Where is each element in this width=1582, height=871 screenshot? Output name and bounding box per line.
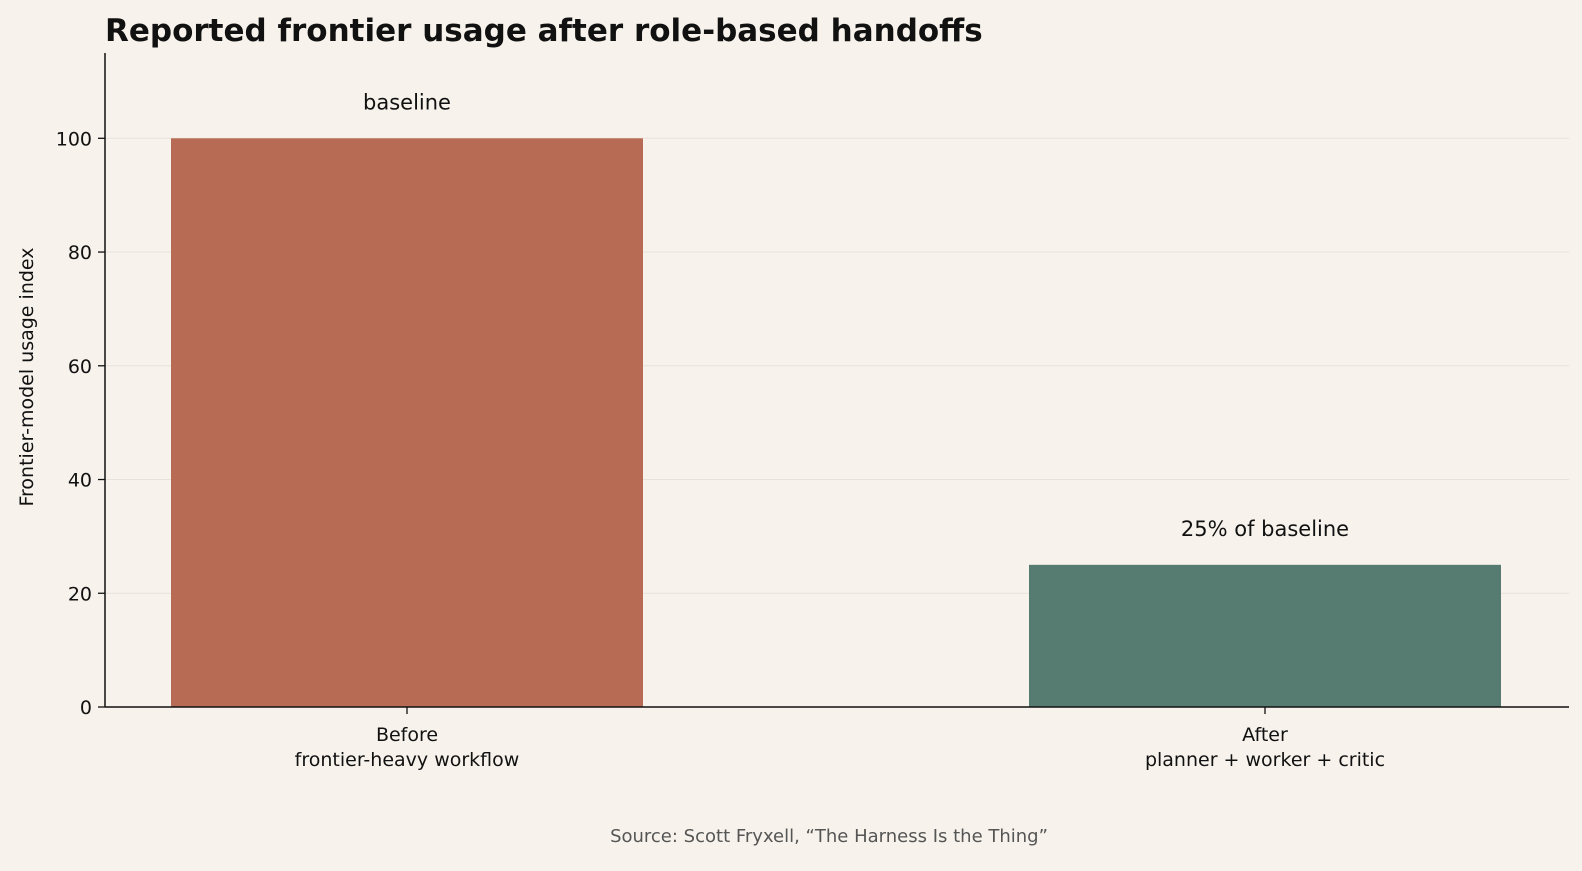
data-labels: baseline 25% of baseline: [363, 90, 1349, 541]
source-note: Source: Scott Fryxell, “The Harness Is t…: [610, 826, 1048, 847]
chart-title: Reported frontier usage after role-based…: [105, 13, 983, 49]
bars: [171, 138, 1501, 708]
y-tick-label-0: 0: [80, 697, 92, 719]
bar-0: [171, 138, 643, 708]
y-axis-ticks: 0 20 40 60 80 100: [56, 128, 105, 719]
axes: [104, 53, 1569, 708]
y-axis-label: Frontier-model usage index: [16, 247, 38, 506]
y-tick-label-80: 80: [68, 242, 92, 264]
y-tick-label-40: 40: [68, 470, 92, 492]
x-tick-label-0-0: Before: [376, 724, 438, 746]
data-label-0: baseline: [363, 90, 451, 114]
x-tick-label-0-1: frontier-heavy workflow: [295, 749, 520, 771]
y-tick-label-100: 100: [56, 128, 92, 150]
y-tick-label-60: 60: [68, 356, 92, 378]
data-label-1: 25% of baseline: [1181, 517, 1349, 541]
x-tick-label-1-1: planner + worker + critic: [1145, 749, 1385, 771]
bar-1: [1029, 564, 1501, 707]
x-tick-label-1-0: After: [1242, 724, 1288, 746]
y-tick-label-20: 20: [68, 583, 92, 605]
x-axis-ticks: Before frontier-heavy workflow After planne…: [295, 707, 1385, 771]
